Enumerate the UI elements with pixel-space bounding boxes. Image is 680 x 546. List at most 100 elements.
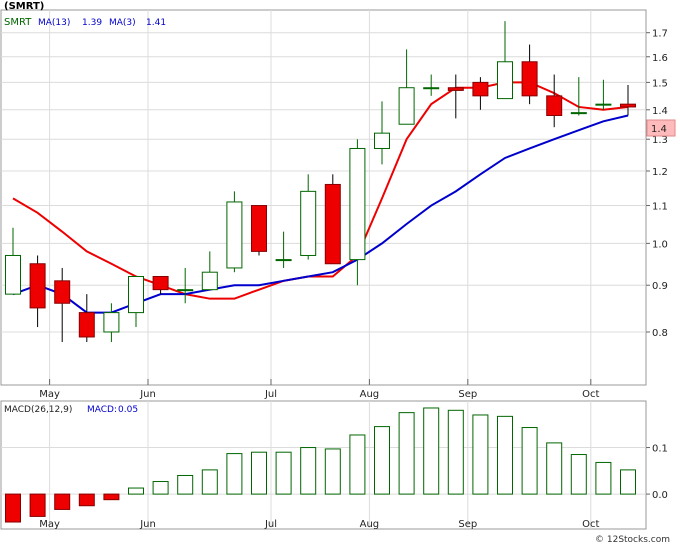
candle-down <box>546 95 563 116</box>
price-y-tick-label: 0.9 <box>652 281 668 292</box>
macd-bar-positive <box>177 474 194 495</box>
price-y-tick-label: 1.2 <box>652 167 668 178</box>
price-x-tick-label: Oct <box>582 389 599 400</box>
price-y-ticks: 1.71.61.51.41.31.21.11.00.90.8 <box>646 29 668 339</box>
macd-bar-positive <box>300 447 317 495</box>
price-x-tick-label: Jun <box>139 389 156 400</box>
macd-bar-negative <box>29 493 46 517</box>
candle-up <box>177 289 194 292</box>
macd-bars <box>5 407 636 523</box>
price-x-tick-label: Aug <box>360 389 380 400</box>
candle-up <box>128 275 144 314</box>
chart-title: (SMRT) <box>4 1 44 12</box>
macd-bar-negative <box>54 493 71 510</box>
macd-bar-positive <box>324 448 341 495</box>
candle-down <box>54 280 71 304</box>
candle-up <box>595 103 612 106</box>
macd-bar-negative <box>103 493 120 501</box>
macd-legend-label: MACD(26,12,9) <box>4 405 72 415</box>
macd-bar-positive <box>472 414 489 495</box>
candle-up <box>103 312 120 333</box>
candle-down <box>447 87 464 91</box>
ma-slow-line <box>12 114 629 314</box>
macd-bar-positive <box>251 451 267 495</box>
macd-x-tick-label: Jun <box>139 519 156 530</box>
candle-down <box>78 312 95 338</box>
macd-y-tick-label: 0.1 <box>652 444 668 455</box>
price-panel-frame <box>0 9 647 386</box>
candle-up <box>349 147 366 261</box>
macd-panel: 0.1 0.0 May Jun Jul Aug Sep Oct MACD(26,12,9) … <box>0 400 668 530</box>
macd-x-tick-label: Sep <box>458 519 477 530</box>
candle-up <box>275 259 292 262</box>
macd-y-ticks: 0.1 0.0 <box>646 444 668 501</box>
price-y-tick-label: 1.0 <box>652 239 668 250</box>
watermark: © 12Stocks.com <box>595 535 670 545</box>
legend-symbol: SMRT <box>4 17 32 28</box>
macd-bar-positive <box>620 469 636 495</box>
macd-bar-positive <box>423 407 440 495</box>
macd-bar-positive <box>201 469 218 495</box>
candle-down <box>472 81 489 97</box>
legend-ma13-value: 1.39 <box>82 18 102 28</box>
price-x-tick-label: Sep <box>458 389 477 400</box>
legend-ma13-label: MA(13) <box>38 18 70 28</box>
legend-ma3-value: 1.41 <box>146 18 166 28</box>
candle-down <box>521 61 538 97</box>
candle-down <box>251 205 267 252</box>
macd-bar-positive <box>128 487 144 495</box>
macd-bar-positive <box>570 454 587 495</box>
macd-bar-positive <box>546 442 563 495</box>
candle-down <box>620 103 636 108</box>
macd-legend-value-label: MACD: <box>87 405 117 415</box>
macd-bar-positive <box>374 426 390 495</box>
macd-x-tick-label: May <box>39 519 60 530</box>
macd-bar-negative <box>78 493 95 507</box>
candles <box>5 21 636 343</box>
last-price-marker: 1.4 <box>646 119 676 137</box>
price-y-tick-label: 1.5 <box>652 78 668 89</box>
macd-bar-positive <box>152 481 169 495</box>
candle-up <box>5 254 21 295</box>
price-x-tick-label: Jul <box>264 389 277 400</box>
candle-down <box>152 275 169 291</box>
macd-bar-positive <box>226 453 243 495</box>
candle-up <box>570 112 587 115</box>
price-grid <box>1 10 646 385</box>
macd-bar-positive <box>275 451 292 495</box>
macd-x-tick-label: Aug <box>360 519 380 530</box>
macd-y-tick-label: 0.0 <box>652 490 668 501</box>
price-y-tick-label: 0.8 <box>652 328 668 339</box>
price-panel: 1.71.61.51.41.31.21.11.00.90.8 May Jun Jul… <box>0 9 676 400</box>
legend-ma3-label: MA(3) <box>109 18 136 28</box>
macd-bar-negative <box>5 493 21 523</box>
candle-up <box>423 87 440 90</box>
price-y-tick-label: 1.7 <box>652 29 668 40</box>
candle-up <box>374 132 390 149</box>
candle-down <box>324 183 341 265</box>
last-price-box <box>646 119 676 137</box>
macd-legend-value: 0.05 <box>118 405 138 415</box>
macd-bar-positive <box>595 461 612 495</box>
price-x-ticks: May Jun Jul Aug Sep Oct <box>39 379 600 400</box>
price-y-tick-label: 1.4 <box>652 106 668 117</box>
macd-x-tick-label: Jul <box>264 519 277 530</box>
price-legend: SMRT MA(13) 1.39 MA(3) 1.41 <box>4 17 166 28</box>
macd-bar-positive <box>521 427 538 495</box>
candle-up <box>497 61 513 100</box>
macd-bar-positive <box>447 409 464 495</box>
price-y-tick-label: 1.6 <box>652 53 668 64</box>
price-x-tick-label: May <box>39 389 60 400</box>
macd-x-ticks: May Jun Jul Aug Sep Oct <box>39 519 599 530</box>
candle-up <box>398 87 415 125</box>
macd-bar-positive <box>349 434 366 495</box>
price-y-tick-label: 1.1 <box>652 202 668 213</box>
macd-bar-positive <box>497 415 513 495</box>
macd-x-tick-label: Oct <box>582 519 599 530</box>
candle-up <box>201 271 218 291</box>
candle-up <box>300 190 317 256</box>
last-price-label: 1.4 <box>651 124 667 135</box>
macd-panel-frame <box>0 400 647 530</box>
macd-bar-positive <box>398 412 415 495</box>
